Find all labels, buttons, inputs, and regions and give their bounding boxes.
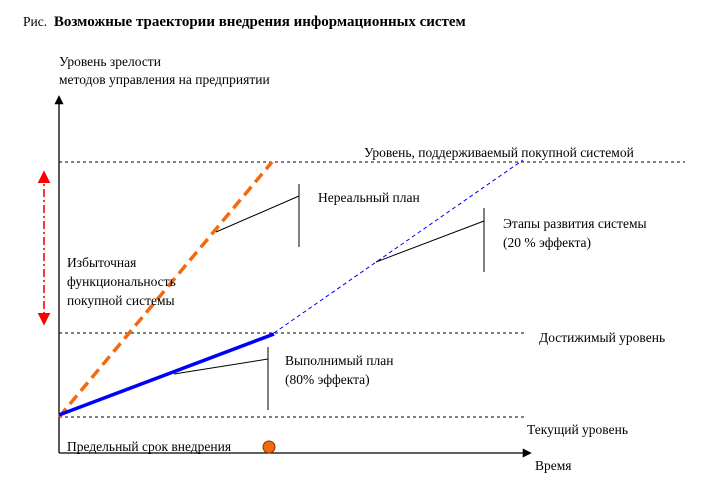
- stages-label-line1: Этапы развития системы: [503, 216, 647, 231]
- stages-label-line2: (20 % эффекта): [503, 235, 592, 250]
- excess-label-line2: функциональность: [67, 274, 176, 289]
- system-level-label: Уровень, поддерживаемый покупной системо…: [364, 145, 634, 160]
- y-axis-label-line2: методов управления на предприятии: [59, 72, 270, 87]
- feasible-plan-callout-leader: [173, 358, 269, 375]
- feasible-plan-trajectory: [58, 332, 275, 417]
- deadline-marker: [262, 440, 276, 454]
- figure-prefix: Рис.: [23, 14, 48, 29]
- deadline-label: Предельный срок внедрения: [67, 439, 232, 454]
- figure-title: Возможные траектории внедрения информаци…: [53, 14, 466, 30]
- system-stages-trajectory: [273, 159, 524, 334]
- unreal-plan-callout-leader: [215, 195, 300, 233]
- x-axis-label: Время: [535, 458, 572, 473]
- feasible-plan-label-line1: Выполнимый план: [285, 353, 394, 368]
- excess-label-line3: покупной системы: [67, 293, 175, 308]
- unreal-plan-trajectory: [57, 160, 274, 419]
- achievable-level-label: Достижимый уровень: [539, 330, 666, 345]
- unreal-plan-label: Нереальный план: [318, 190, 420, 205]
- y-axis-label-line1: Уровень зрелости: [59, 54, 161, 69]
- current-level-label: Текущий уровень: [527, 422, 628, 437]
- stages-callout-leader: [375, 220, 485, 263]
- feasible-plan-label-line2: (80% эффекта): [285, 372, 370, 387]
- excess-label-line1: Избыточная: [67, 255, 137, 270]
- figure-caption: Рис. Возможные траектории внедрения инфо…: [23, 13, 466, 31]
